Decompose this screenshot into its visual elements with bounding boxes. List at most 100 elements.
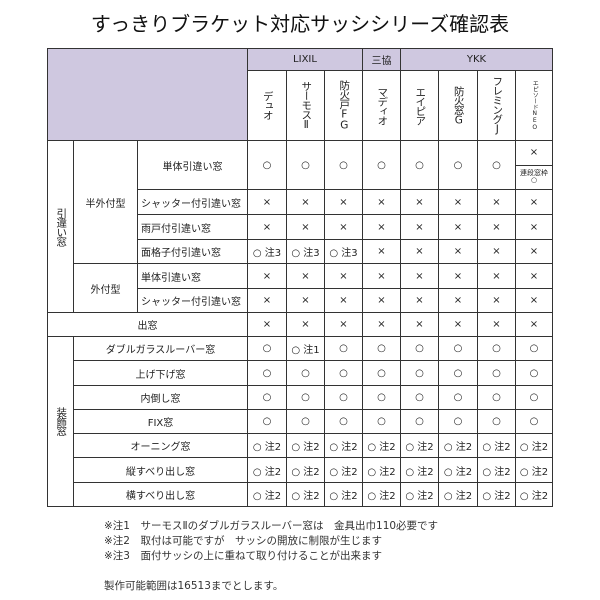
cell-1: ○ [286,409,325,434]
cell-2: ○ [324,409,363,434]
range-note: 製作可能範囲は16513までとします。 [104,580,284,592]
cell-0: ○ 注2 [247,457,287,483]
subgroup-half: 半外付型 [73,140,138,264]
vertical-label: マディオ [376,86,389,125]
cell-1: × [286,189,325,215]
note-1: ※注1 サーモスⅡのダブルガラスルーバー窓は 金具出巾110必要です [104,520,439,532]
cell-4: × [400,189,439,215]
product-header: 防火戸FG [324,70,363,141]
row-label: 上げ下げ窓 [73,360,248,386]
product-header: マディオ [362,70,401,141]
cell-0: × [247,312,287,337]
cell-7: ○ [515,409,553,434]
cell-1: ○ [286,385,325,410]
cell-0: × [247,189,287,215]
cell-2: × [324,189,363,215]
split-bottom-value: ○ [530,176,538,185]
cell-5: ○ 注2 [438,433,478,458]
vertical-label: デュオ [261,91,274,120]
cell-4: ○ 注2 [400,482,439,507]
header-corner [47,48,248,141]
row-label: 内倒し窓 [73,385,248,410]
cell-4: × [400,312,439,337]
table-row: 横すべり出し窓 ○ 注2 ○ 注2 ○ 注2 ○ 注2 ○ 注2 ○ 注2 ○ 注2 ○ 注2 [48,482,553,507]
cell-3: ○ [362,360,401,386]
cell-7: ○ 注2 [515,482,553,507]
cell-3: × [362,263,401,289]
compatibility-table: LIXIL 三協 YKK デュオ サーモスⅡ 防火戸FG マディオ エイピア 防火窓G フレミング… [47,48,553,507]
cell-4: ○ [400,409,439,434]
cell-3: × [362,214,401,240]
product-header: フレミングJ [477,70,516,141]
cell-5: × [438,189,478,215]
cell-0: × [247,288,287,313]
row-label: 出窓 [47,312,248,337]
cell-4: ○ [400,140,439,190]
cell-6: ○ 注2 [477,433,516,458]
page-title: すっきりブラケット対応サッシシリーズ確認表 [90,12,510,36]
vertical-label: 防火戸FG [338,80,351,131]
table-row: FIX窓 ○ ○ ○ ○ ○ ○ ○ ○ [48,409,553,434]
subgroup-outer: 外付型 [73,263,138,313]
cell-4: ○ [400,336,439,361]
cell-1: ○ 注3 [286,239,325,264]
cell-5: ○ 注2 [438,457,478,483]
cell-5: ○ 注2 [438,482,478,507]
cell-1: ○ [286,140,325,190]
cell-6: ○ [477,409,516,434]
header-row-products: デュオ サーモスⅡ 防火戸FG マディオ エイピア 防火窓G フレミングJ エピソードNEO [48,70,553,141]
row-label: 面格子付引違い窓 [137,239,248,264]
vertical-label: エイピア [414,86,427,125]
cell-7: × [515,312,553,337]
row-label: 単体引違い窓 [137,263,248,289]
notes: ※注1 サーモスⅡのダブルガラスルーバー窓は 金具出巾110必要です ※注2 取… [104,519,438,564]
cell-6: × [477,312,516,337]
cell-2: ○ [324,140,363,190]
group-sliding: 引違い窓 [47,140,74,313]
row-label: 雨戸付引違い窓 [137,214,248,240]
cell-5: ○ [438,385,478,410]
split-bottom: 連段窓枠 ○ [516,164,552,189]
row-label: ダブルガラスルーバー窓 [73,336,248,361]
cell-7: × [515,239,553,264]
cell-1: × [286,263,325,289]
cell-4: ○ [400,360,439,386]
cell-7: ○ [515,385,553,410]
cell-6: ○ 注2 [477,482,516,507]
cell-7: × [515,288,553,313]
cell-1: ○ 注2 [286,482,325,507]
cell-5: × [438,263,478,289]
cell-6: × [477,263,516,289]
cell-7: × [515,214,553,240]
cell-2: × [324,312,363,337]
cell-4: × [400,288,439,313]
cell-3: ○ [362,140,401,190]
cell-2: ○ 注2 [324,457,363,483]
cell-7: ○ [515,360,553,386]
cell-3: ○ [362,385,401,410]
cell-6: × [477,189,516,215]
cell-0: ○ [247,360,287,386]
row-label: 横すべり出し窓 [73,482,248,507]
cell-7: × [515,189,553,215]
group-deco: 装飾窓 [47,336,74,507]
cell-4: × [400,263,439,289]
cell-3: ○ 注2 [362,433,401,458]
cell-4: × [400,239,439,264]
cell-6: × [477,214,516,240]
maker-header: 三協 [362,48,401,71]
vertical-label: 防火窓G [452,85,465,126]
product-header: エピソードNEO [515,70,553,141]
note-3: ※注3 面付サッシの上に重ねて取り付けることが出来ます [104,550,382,562]
product-header: エイピア [400,70,439,141]
table-row: オーニング窓 ○ 注2 ○ 注2 ○ 注2 ○ 注2 ○ 注2 ○ 注2 ○ 注2 ○ 注2 [48,433,553,458]
cell-6: ○ [477,360,516,386]
cell-5: × [438,239,478,264]
cell-5: × [438,288,478,313]
cell-3: × [362,312,401,337]
table-row: シャッター付引違い窓 × × × × × × × × [48,288,553,313]
table-row: 外付型 単体引違い窓 × × × × × × × × [48,263,553,313]
cell-5: ○ [438,140,478,190]
vertical-label: 装飾窓 [55,407,68,436]
cell-2: × [324,288,363,313]
